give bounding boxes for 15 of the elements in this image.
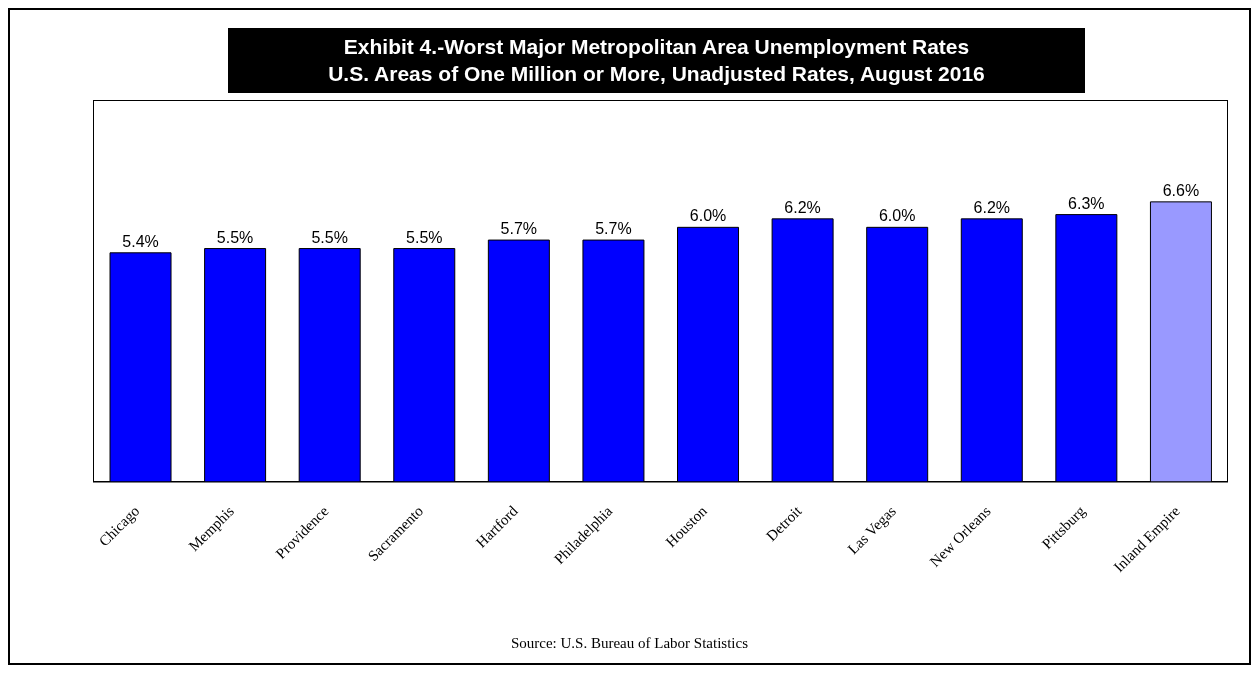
data-label: 5.5% bbox=[216, 228, 254, 246]
data-label: 6.3% bbox=[1068, 194, 1105, 212]
data-label: 5.4% bbox=[122, 232, 159, 250]
data-label: 5.7% bbox=[595, 220, 632, 238]
data-label: 5.5% bbox=[406, 228, 443, 246]
data-label: 6.2% bbox=[973, 198, 1011, 216]
data-label: 5.7% bbox=[500, 220, 538, 238]
source-note: Source: U.S. Bureau of Labor Statistics bbox=[509, 635, 749, 652]
data-label: 6.2% bbox=[784, 198, 821, 216]
chart-title: Exhibit 4.-Worst Major Metropolitan Area Unemployment Rates bbox=[342, 34, 971, 60]
data-label: 6.6% bbox=[1162, 181, 1200, 199]
chart-subtitle: U.S. Areas of One Million or More, Unadjusted Rates, August 2016 bbox=[327, 61, 986, 87]
data-label: 5.5% bbox=[311, 228, 348, 246]
data-label: 6.0% bbox=[689, 207, 727, 225]
data-label: 6.0% bbox=[878, 207, 916, 225]
